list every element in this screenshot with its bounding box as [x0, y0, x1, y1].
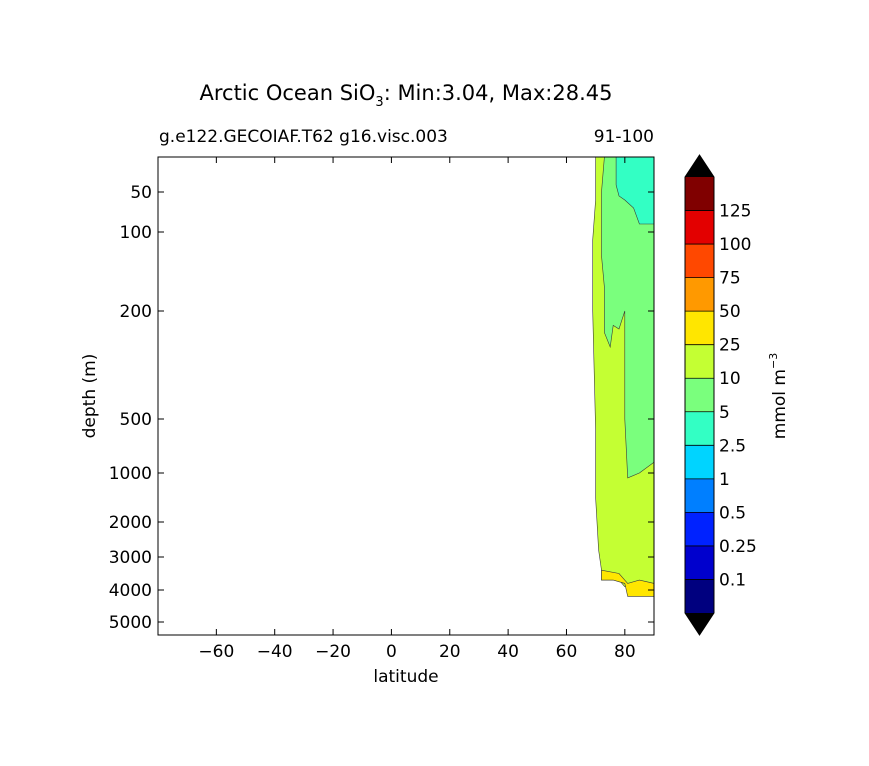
colorbar-extend-max [685, 155, 714, 177]
colorbar-band [685, 378, 714, 412]
plot-frame [157, 156, 655, 636]
y-tick-label: 50 [130, 183, 152, 203]
colorbar-tick-label: 50 [719, 302, 741, 322]
colorbar-band [685, 277, 714, 312]
colorbar-band [685, 177, 714, 211]
colorbar-tick-label: 5 [719, 403, 730, 423]
chart-title: Arctic Ocean SiO3: Min:3.04, Max:28.45 [199, 81, 612, 110]
colorbar-band [685, 579, 714, 613]
plot-area [157, 156, 655, 636]
colorbar-tick-label: 75 [719, 269, 741, 289]
y-tick-label: 200 [120, 302, 152, 322]
y-tick-label: 4000 [109, 581, 152, 601]
colorbar-tick-label: 0.5 [719, 503, 746, 523]
x-tick-label: −20 [315, 642, 351, 662]
subtitle-right: 91-100 [594, 127, 654, 147]
x-axis-label: latitude [373, 667, 438, 687]
colorbar-band [685, 411, 714, 446]
colorbar-tick-label: 125 [719, 202, 751, 222]
x-tick-label: 20 [439, 642, 461, 662]
colorbar-tick-label: 100 [719, 235, 751, 255]
colorbar-tick-label: 10 [719, 369, 741, 389]
y-tick-label: 500 [120, 410, 152, 430]
colorbar-band [685, 478, 714, 513]
x-tick-label: 60 [556, 642, 578, 662]
colorbar-band [685, 445, 714, 479]
y-tick-label: 5000 [109, 613, 152, 633]
colorbar-outline [684, 154, 715, 636]
colorbar-label: mmol m−3 [767, 353, 790, 439]
contour-fills [584, 156, 655, 597]
y-axis-label: depth (m) [80, 354, 100, 439]
colorbar-tick-label: 0.25 [719, 537, 757, 557]
colorbar-band [685, 244, 714, 278]
colorbar-tick-label: 25 [719, 336, 741, 356]
colorbar-band [685, 512, 714, 546]
y-tick-label: 100 [120, 223, 152, 243]
colorbar: 0.1 0.25 0.5 1 2.5 5 10 25 50 75 100 125 [684, 154, 757, 636]
x-tick-label: −40 [257, 642, 293, 662]
colorbar-band [685, 210, 714, 245]
colorbar-band [685, 545, 714, 580]
y-tick-label: 2000 [109, 513, 152, 533]
contour-region-5-10 [595, 156, 655, 479]
colorbar-tick-label: 2.5 [719, 436, 746, 456]
plot-background [158, 157, 654, 635]
colorbar-tick-label: 1 [719, 470, 730, 490]
x-tick-label: 80 [614, 642, 636, 662]
x-tick-label: 40 [497, 642, 519, 662]
subtitle-left: g.e122.GECOIAF.T62 g16.visc.003 [159, 127, 448, 147]
x-tick-label: 0 [386, 642, 397, 662]
x-axis: −60 −40 −20 0 20 40 60 80 [198, 157, 636, 662]
colorbar-extend-min [685, 613, 714, 635]
y-tick-label: 3000 [109, 548, 152, 568]
colorbar-tick-label: 0.1 [719, 570, 746, 590]
y-tick-label: 1000 [109, 464, 152, 484]
x-tick-label: −60 [198, 642, 234, 662]
colorbar-band [685, 344, 714, 379]
colorbar-band [685, 311, 714, 345]
y-axis: 50 100 200 500 1000 2000 3000 4000 5000 [109, 183, 654, 633]
